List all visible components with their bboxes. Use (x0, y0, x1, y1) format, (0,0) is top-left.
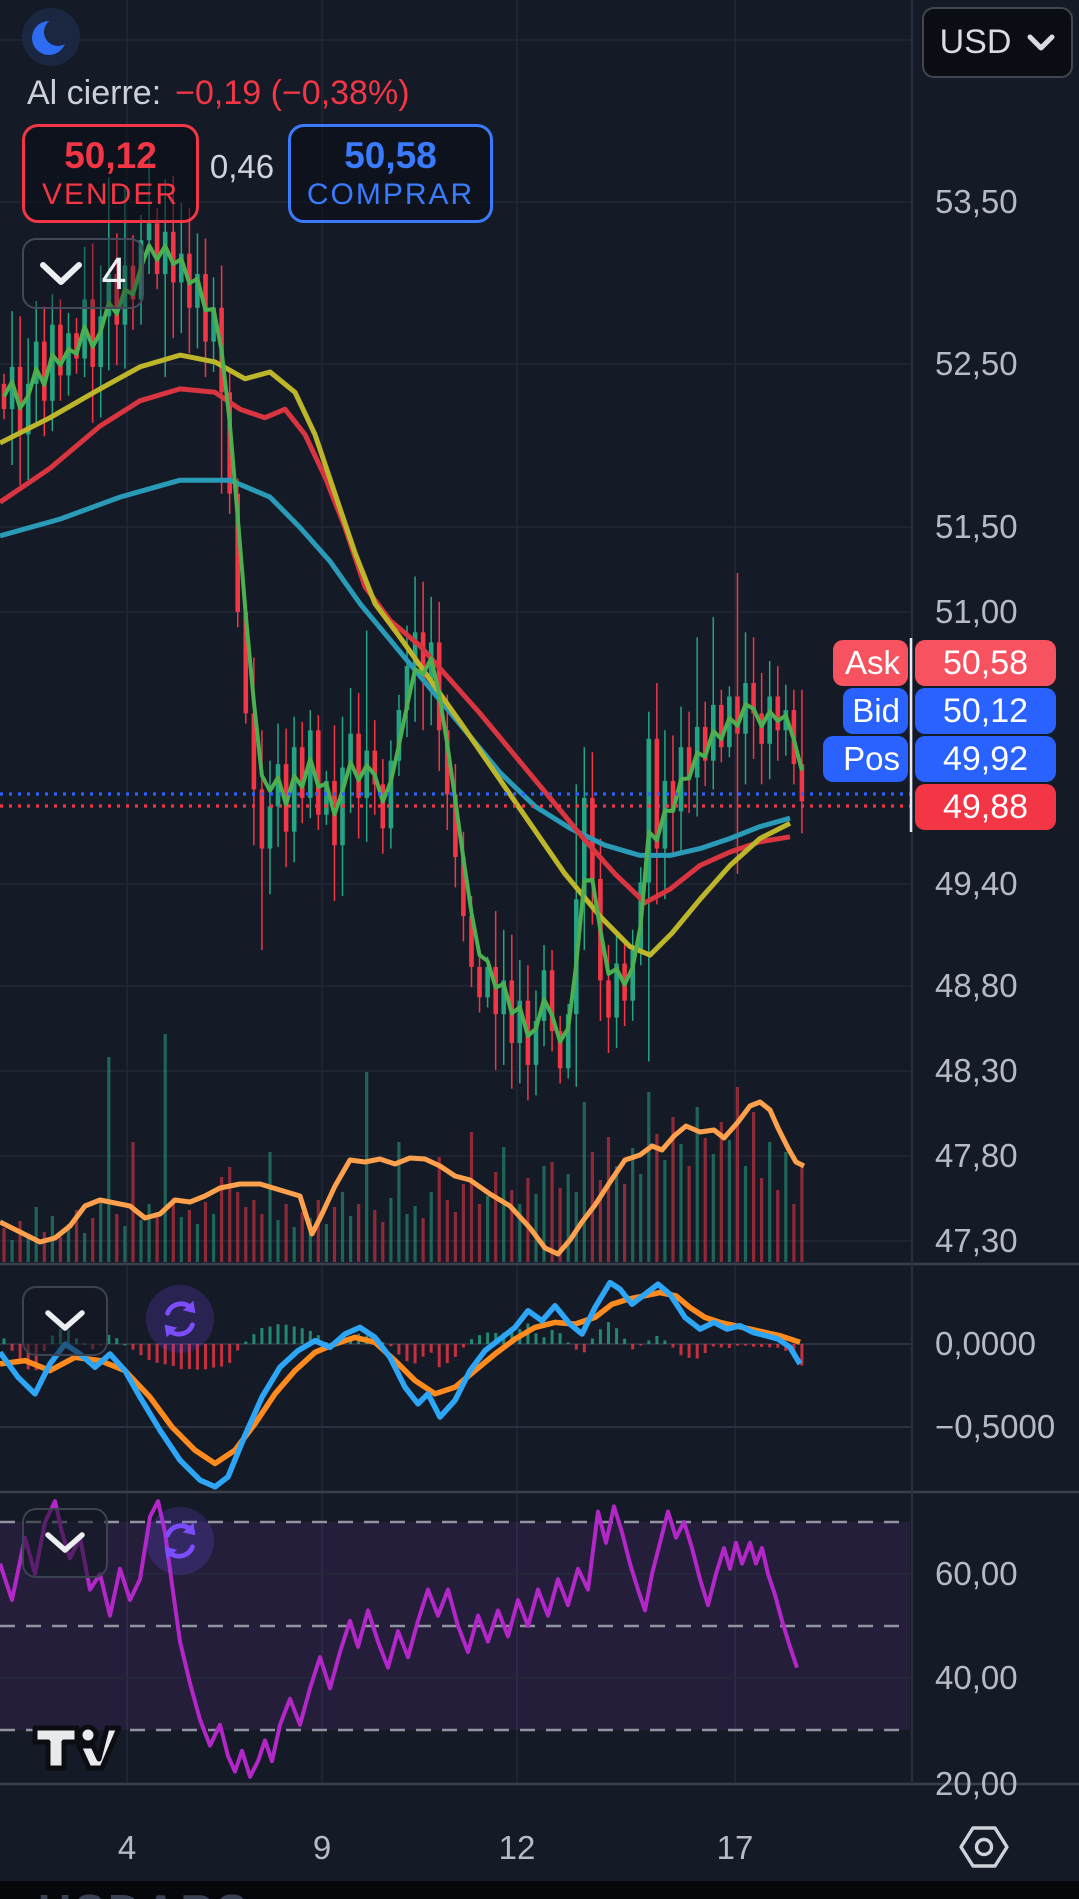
sync-refresh-icon (164, 1522, 196, 1560)
tag-label: Bid (852, 692, 900, 729)
sync-glow (146, 1507, 214, 1575)
sync-refresh-icon (164, 1300, 196, 1338)
axis-label: 52,50 (935, 345, 1018, 382)
axis-label: 20,00 (935, 1765, 1018, 1802)
price-tags: Ask 50,58 Bid 50,12 Pos 49,92 49,88 (823, 638, 1056, 832)
theme-toggle-button[interactable] (22, 8, 80, 66)
axis-label: −0,5000 (935, 1408, 1055, 1445)
currency-value: USD (939, 23, 1012, 61)
chart-settings-button[interactable] (953, 1820, 1015, 1874)
macd-line (0, 1279, 803, 1490)
stoch-line (0, 1499, 799, 1779)
close-summary: Al cierre: −0,19 (−0,38%) (27, 74, 410, 113)
currency-dropdown[interactable]: USD (922, 7, 1073, 78)
timeframe-value: 4 (101, 247, 127, 299)
buy-price: 50,58 (344, 134, 437, 176)
macd-collapse-button[interactable] (22, 1286, 108, 1356)
macd-sync-button[interactable] (142, 1281, 218, 1357)
axis-label: 9 (313, 1829, 331, 1866)
tag-label: Ask (845, 644, 901, 681)
tag-value: 50,12 (943, 692, 1028, 730)
axis-label: 47,30 (935, 1222, 1018, 1259)
chevron-down-icon (1027, 34, 1055, 50)
macd-signal (0, 1289, 801, 1467)
axis-label: 47,80 (935, 1137, 1018, 1174)
close-change-value: −0,19 (−0,38%) (175, 74, 410, 112)
panel-separators (0, 0, 1079, 1786)
symbol-watermark: USDARS (38, 1884, 250, 1899)
tag-value: 49,92 (943, 740, 1028, 778)
stoch-sync-button[interactable] (142, 1503, 218, 1579)
bottom-strip: USDARS (0, 1881, 1079, 1899)
axis-label: 48,80 (935, 967, 1018, 1004)
axis-label: 51,50 (935, 508, 1018, 545)
axis-label: 0,0000 (935, 1325, 1036, 1362)
moving-averages (0, 243, 806, 1257)
sell-button[interactable]: 50,12 VENDER (22, 124, 199, 223)
axis-label: 60,00 (935, 1555, 1018, 1592)
sync-glow (146, 1285, 214, 1353)
tradingview-logo-icon (32, 1724, 122, 1771)
close-label: Al cierre: (27, 74, 162, 112)
tag-value: 50,58 (943, 644, 1028, 682)
timeframe-dropdown[interactable]: 4 (22, 238, 144, 309)
ma-green (2, 243, 804, 1044)
axis-label: 53,50 (935, 183, 1018, 220)
axis-label: 51,00 (935, 593, 1018, 630)
spread-value: 0,46 (209, 148, 275, 185)
axis-label: 17 (717, 1829, 754, 1866)
chevron-down-icon (45, 1532, 85, 1553)
axis-label: 4 (118, 1829, 136, 1866)
volume-ma (0, 1099, 806, 1257)
axis-label: 12 (499, 1829, 536, 1866)
axis-label: 40,00 (935, 1659, 1018, 1696)
buy-label: COMPRAR (306, 178, 475, 212)
sell-label: VENDER (41, 178, 180, 212)
tradingview-logo[interactable] (27, 1720, 122, 1781)
axis-labels: 53,50 52,50 51,50 51,00 49,40 48,80 48,30 47,80… (118, 183, 1055, 1866)
axis-label: 48,30 (935, 1052, 1018, 1089)
sell-price: 50,12 (64, 134, 157, 176)
tag-value: 49,88 (943, 788, 1028, 826)
ma-yellow (0, 352, 792, 958)
macd-panel (0, 1279, 912, 1490)
chevron-down-icon (40, 261, 83, 285)
ma-cyan (0, 477, 791, 858)
moon-icon (32, 18, 72, 55)
settings-hexagon-icon (959, 1826, 1009, 1868)
buy-button[interactable]: 50,58 COMPRAR (288, 124, 493, 223)
tag-label: Pos (843, 740, 900, 777)
chevron-down-icon (45, 1310, 85, 1331)
axis-label: 49,40 (935, 865, 1018, 902)
stoch-collapse-button[interactable] (22, 1508, 108, 1578)
